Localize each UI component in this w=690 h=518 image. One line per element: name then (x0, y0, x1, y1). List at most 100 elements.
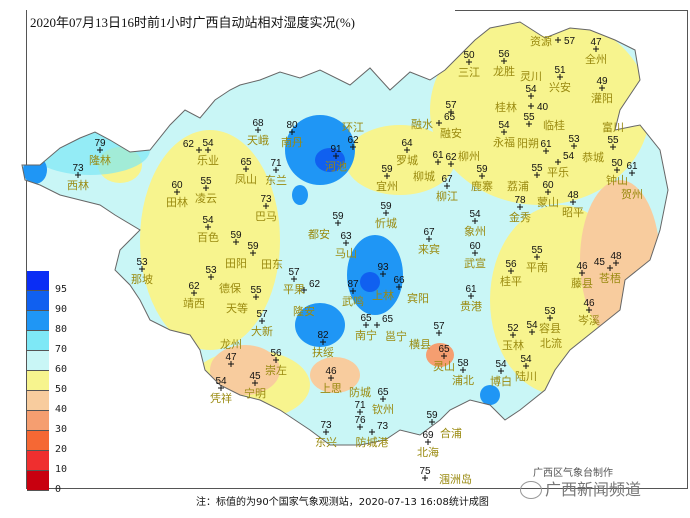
station-name: 平果 (283, 283, 305, 296)
station-value: 71 (354, 400, 366, 411)
station-value: 50 (463, 50, 475, 61)
frame-top-line (455, 10, 687, 11)
station-plus-icon (526, 121, 532, 127)
station-value: 57 (256, 309, 268, 320)
station-marker: 67 柳江 (436, 174, 458, 203)
station-plus-icon (466, 59, 472, 65)
station-marker: 73 防城港 (356, 421, 389, 449)
station-plus-icon (357, 424, 363, 430)
station-name: 来宾 (418, 242, 440, 256)
station-value: 55 (531, 163, 543, 174)
station-value: 63 (340, 231, 352, 242)
station-name: 邕宁 (385, 329, 407, 343)
station-name: 兴安 (549, 80, 571, 94)
station-plus-icon (343, 240, 349, 246)
station-name: 都安 (308, 227, 330, 241)
station-value: 62 (183, 139, 195, 150)
station-value: 91 (330, 144, 342, 155)
station-value: 54 (563, 151, 575, 162)
station-marker: 56 崇左 (265, 348, 287, 377)
map-title: 2020年07月13日16时前1小时广西自动站相对湿度实况(%) (30, 15, 355, 30)
station-value: 65 (444, 112, 456, 123)
station-name: 博白 (490, 374, 512, 388)
station-value: 73 (260, 194, 272, 205)
station-plus-icon (174, 189, 180, 195)
station-value: 87 (347, 279, 359, 290)
station-plus-icon (422, 475, 428, 481)
station-marker: 78 金秀 (509, 195, 531, 224)
station-name: 崇左 (265, 364, 287, 377)
station-marker: 65 融水 (411, 112, 456, 131)
station-value: 56 (498, 49, 510, 60)
station-value: 54 (520, 354, 532, 365)
station-marker: 50 钟山 (606, 158, 628, 187)
station-marker: 65 南宁 (355, 313, 377, 342)
station-name: 武鸣 (342, 294, 364, 308)
station-value: 54 (215, 376, 227, 387)
station-value: 61 (626, 161, 638, 172)
station-marker: 65 凤山 (235, 157, 257, 186)
station-marker: 69 北海 (417, 430, 439, 459)
station-plus-icon (501, 129, 507, 135)
station-plus-icon (517, 204, 523, 210)
station-marker: 51 兴安 (549, 65, 571, 94)
station-plus-icon (380, 396, 386, 402)
station-value: 93 (377, 262, 389, 273)
station-marker: 52 玉林 (502, 323, 524, 352)
station-value: 45 (249, 371, 261, 382)
station-name: 东兴 (315, 436, 337, 449)
station-value: 59 (380, 201, 392, 212)
legend-label: 40 (55, 404, 68, 415)
station-marker: 59 鹿寨 (471, 164, 493, 193)
station-plus-icon (259, 318, 265, 324)
station-plus-icon (75, 172, 81, 178)
station-value: 62 (445, 152, 457, 163)
station-name: 平乐 (547, 166, 569, 179)
station-name: 资源 (530, 34, 552, 48)
station-value: 60 (171, 180, 183, 191)
station-plus-icon (510, 332, 516, 338)
station-marker: 56 龙胜 (493, 49, 515, 78)
station-name: 龙胜 (493, 64, 515, 78)
station-name: 罗城 (396, 154, 418, 167)
station-value: 60 (469, 241, 481, 252)
station-marker: 48 (610, 251, 622, 266)
station-marker: 79 隆林 (89, 138, 111, 167)
legend-swatch (27, 351, 49, 371)
station-marker: 48 昭平 (562, 190, 584, 219)
station-value: 61 (432, 150, 444, 161)
legend-label: 70 (55, 344, 68, 355)
station-name: 宜州 (376, 179, 398, 193)
station-plus-icon (255, 127, 261, 133)
station-value: 62 (188, 281, 200, 292)
station-value: 54 (202, 215, 214, 226)
station-plus-icon (529, 329, 535, 335)
station-value: 59 (247, 241, 259, 252)
station-marker: 76 (354, 415, 366, 430)
station-name: 宁明 (244, 386, 266, 400)
station-value: 62 (309, 279, 321, 290)
station-marker: 65 灵山 (433, 344, 455, 373)
station-name: 永福 (493, 135, 515, 149)
station-name: 南丹 (281, 136, 303, 149)
station-marker: 82 扶绥 (312, 330, 334, 359)
station-marker: 57 资源 (530, 34, 576, 48)
station-name: 灵山 (433, 360, 455, 373)
legend-label: 30 (55, 424, 68, 435)
station-plus-icon (508, 268, 514, 274)
station-value: 54 (469, 209, 481, 220)
station-value: 59 (381, 164, 393, 175)
station-plus-icon (429, 419, 435, 425)
station-name: 恭城 (582, 151, 604, 164)
station-value: 76 (354, 415, 366, 426)
station-name: 藤县 (571, 277, 593, 290)
station-marker: 53 容县 (539, 306, 561, 335)
station-value: 66 (393, 275, 405, 286)
